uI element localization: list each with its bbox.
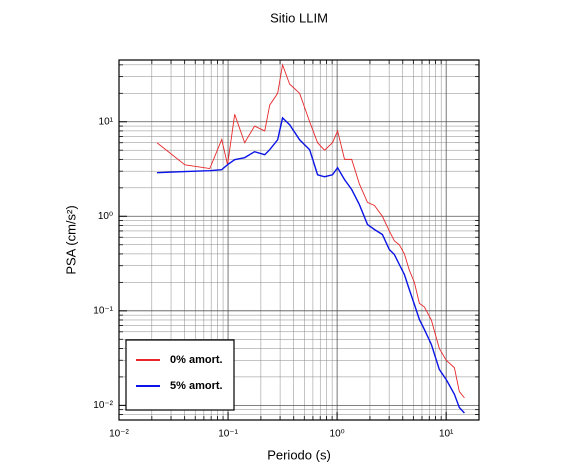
x-axis-label: Periodo (s) [267,447,331,462]
plot-frame [118,59,480,421]
legend-label: 0% amort. [170,354,223,366]
x-tick-label: 10⁰ [330,429,345,440]
y-tick-label: 10¹ [99,116,114,127]
y-tick-label: 10⁰ [98,211,113,222]
series-line [156,63,465,399]
series-line [156,116,465,414]
chart-title: Sitio LLIM [270,10,328,25]
y-tick-label: 10⁻² [93,400,113,411]
y-axis-label: PSA (cm/s²) [63,205,78,274]
x-tick-label: 10⁻² [109,429,129,440]
x-tick-label: 10⁻¹ [218,429,238,440]
x-tick-label: 10¹ [439,429,454,440]
legend-box [125,339,235,411]
y-tick-label: 10⁻¹ [93,305,113,316]
legend-label: 5% amort. [170,380,223,392]
